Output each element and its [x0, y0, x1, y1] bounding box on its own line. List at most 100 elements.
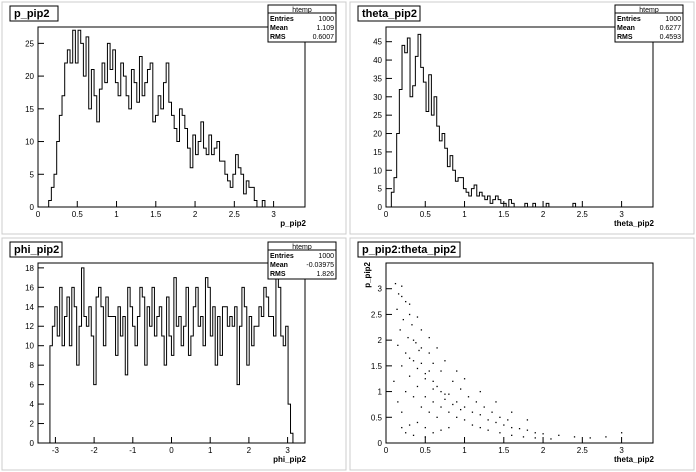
scatter-point — [401, 295, 403, 298]
x-tick-label: 0 — [384, 446, 389, 455]
scatter-point — [408, 303, 411, 305]
scatter-point — [440, 370, 442, 372]
y-tick-label: 25 — [373, 111, 382, 120]
scatter-point — [444, 393, 446, 395]
scatter-point — [605, 436, 607, 438]
title-box: p_pip2:theta_pip2 — [357, 241, 461, 258]
scatter-point — [411, 324, 413, 326]
scatter-point — [415, 342, 417, 344]
stats-mean-label: Mean — [270, 25, 288, 32]
stats-entries-value: 1000 — [665, 16, 681, 23]
stats-rms-value: 0.6007 — [313, 34, 335, 41]
pad-p-vs-theta[interactable]: p_pip2:theta_pip2 0 0.5 1 1.5 2 2.5 3 0 0.5 1 1.5 2… — [349, 237, 695, 471]
x-tick-label: 1 — [462, 446, 467, 455]
scatter-point — [424, 372, 426, 375]
y-tick-label: 0 — [30, 203, 35, 212]
x-tick-label: 2 — [247, 446, 252, 455]
scatter-point — [479, 414, 481, 416]
scatter-point — [475, 401, 478, 403]
x-tick-label: 3 — [619, 210, 624, 219]
scatter-point — [495, 401, 497, 403]
histogram-line — [49, 267, 294, 444]
x-tick-label: 1 — [462, 210, 467, 219]
scatter-point — [511, 434, 513, 436]
scatter-point — [394, 282, 397, 285]
x-axis-label: p_pip2 — [280, 219, 306, 228]
scatter-point — [405, 390, 407, 393]
y-tick-label: 3 — [378, 285, 383, 294]
title-box: phi_pip2 — [9, 241, 63, 258]
scatter-point — [432, 432, 434, 434]
scatter-point — [432, 401, 434, 403]
scatter-point — [463, 406, 466, 408]
scatter-point — [511, 426, 513, 429]
stats-rms-label: RMS — [270, 34, 286, 41]
scatter-point — [550, 438, 552, 440]
y-tick-label: 40 — [373, 56, 382, 65]
x-tick-label: 2 — [541, 446, 546, 455]
scatter-point — [412, 396, 415, 398]
scatter-point — [420, 362, 423, 364]
scatter-point — [526, 419, 529, 421]
y-tick-label: 8 — [30, 361, 35, 370]
x-tick-label: 0 — [36, 210, 41, 219]
stats-rms-label: RMS — [270, 271, 286, 278]
scatter-point — [408, 357, 411, 359]
pad-p-pip2[interactable]: p_pip2 0 0.5 1 1.5 2 2.5 3 0 5 10 15 20 25 htemp Ent… — [1, 1, 347, 235]
scatter-point — [416, 421, 419, 424]
y-axis-label: p_pip2 — [363, 261, 372, 287]
scatter-point — [522, 436, 525, 438]
scatter-point — [418, 349, 420, 352]
x-tick-label: 2.5 — [577, 210, 589, 219]
stats-box: htemp Entries 1000 Mean 1.109 RMS 0.6007 — [267, 4, 337, 43]
stats-box: htemp Entries 1000 Mean 0.6277 RMS 0.459… — [614, 4, 684, 43]
scatter-point — [487, 429, 489, 431]
y-tick-label: 6 — [30, 381, 35, 390]
y-tick-label: 0 — [30, 439, 35, 448]
scatter-point — [448, 426, 450, 429]
pad-theta-pip2[interactable]: theta_pip2 0 0.5 1 1.5 2 2.5 30510152025303540… — [349, 1, 695, 235]
scatter-point — [420, 406, 423, 408]
y-tick-label: 5 — [30, 170, 35, 179]
scatter-point — [483, 406, 485, 408]
y-tick-label: 0.5 — [371, 413, 383, 422]
scatter-point — [456, 370, 458, 372]
scatter-point — [518, 428, 521, 430]
scatter-point — [499, 432, 501, 434]
y-tick-label: 16 — [25, 283, 34, 292]
y-tick-label: 2 — [30, 420, 35, 429]
y-tick-label: 18 — [25, 264, 34, 273]
y-tick-label: 1.5 — [371, 362, 383, 371]
scatter-point — [424, 396, 426, 398]
scatter-point — [416, 367, 419, 370]
scatter-point — [401, 426, 403, 429]
y-tick-label: 20 — [373, 130, 382, 139]
y-tick-label: 10 — [25, 342, 34, 351]
x-tick-label: 2 — [541, 210, 546, 219]
scatter-point — [558, 434, 560, 436]
scatter-point — [471, 424, 474, 426]
plot-area: 0 0.5 1 1.5 2 2.5 3 0 5 10 15 20 25 — [25, 26, 306, 219]
scatter-point — [405, 352, 407, 354]
scatter-point — [408, 424, 411, 426]
scatter-point — [491, 411, 493, 413]
y-tick-label: 5 — [378, 185, 383, 194]
stats-mean-value: -0.03975 — [306, 262, 334, 269]
stats-name: htemp — [292, 244, 312, 251]
stats-mean-label: Mean — [270, 262, 288, 269]
scatter-point — [424, 426, 426, 429]
scatter-point — [401, 285, 403, 287]
scatter-point — [542, 433, 544, 435]
histogram-line — [38, 29, 305, 208]
scatter-point — [432, 388, 434, 390]
scatter-point — [420, 347, 423, 349]
y-tick-label: 20 — [25, 72, 34, 81]
scatter-point — [416, 385, 419, 388]
x-tick-label: 1 — [114, 210, 119, 219]
chart-title: theta_pip2 — [362, 8, 417, 20]
scatter-point — [573, 436, 576, 438]
x-axis-label: phi_pip2 — [273, 455, 306, 464]
